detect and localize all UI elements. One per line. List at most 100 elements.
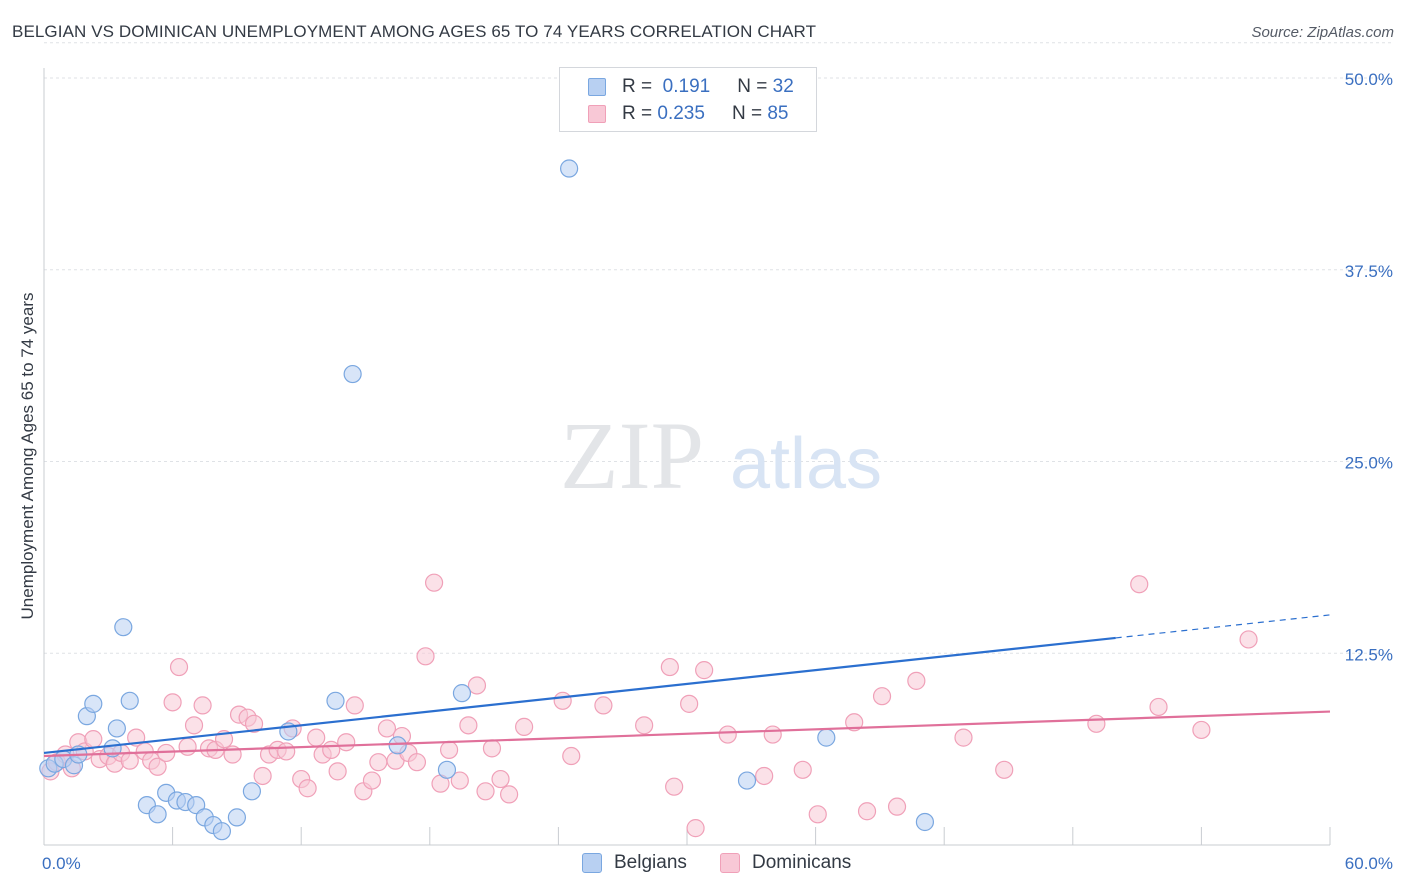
dominican-point: [244, 714, 264, 733]
dominican-point: [1239, 630, 1258, 649]
dominican-point: [337, 733, 356, 752]
legend-n-label: N =: [731, 103, 763, 124]
dominican-point: [718, 725, 737, 744]
dominican-point: [1130, 575, 1149, 594]
dominican-point: [872, 687, 892, 706]
belgian-trend-line: [43, 636, 1116, 755]
source-label: Source: ZipAtlas.com: [1251, 24, 1394, 41]
dominican-point: [491, 769, 510, 789]
dominican-point: [439, 740, 459, 759]
watermark: ZIP atlas: [560, 402, 882, 509]
legend-r-label: R =: [622, 103, 653, 124]
dominicans-swatch-icon: [588, 105, 606, 123]
x-tick-label: 0.0%: [42, 854, 81, 873]
legend-n-value: 32: [772, 76, 794, 97]
dominican-point: [328, 762, 347, 781]
legend-item-dominicans: Dominicans: [720, 852, 851, 874]
belgians-legend-icon: [582, 853, 602, 873]
dominican-point: [515, 717, 534, 736]
dominican-point: [169, 657, 189, 677]
dominican-point: [377, 719, 397, 738]
belgian-point: [326, 691, 345, 710]
belgian-point: [84, 694, 103, 713]
y-axis-label: Unemployment Among Ages 65 to 74 years: [18, 292, 37, 620]
belgian-point: [114, 618, 133, 637]
x-tick-label: 60.0%: [1345, 854, 1393, 873]
dominican-point: [808, 805, 827, 824]
belgian-point: [227, 808, 246, 827]
dominican-point: [907, 671, 926, 690]
dominican-point: [793, 760, 812, 779]
dominican-point: [1087, 714, 1106, 733]
dominican-point: [845, 713, 864, 732]
legend-r-value: 0.191: [662, 76, 711, 97]
legend-r-value: 0.235: [657, 103, 705, 124]
legend-dominicans-label: Dominicans: [752, 852, 852, 873]
dominican-point: [84, 730, 103, 749]
dominican-point: [562, 746, 581, 766]
dominicans-legend-icon: [720, 853, 740, 873]
data-points: [39, 159, 1258, 841]
belgian-point: [817, 728, 836, 747]
dominican-point: [763, 725, 782, 744]
watermark-zip: ZIP: [560, 402, 704, 509]
dominican-point: [467, 676, 487, 695]
dominican-point: [660, 657, 679, 677]
dominican-point: [680, 694, 699, 713]
dominican-point: [424, 573, 444, 592]
dominican-point: [686, 819, 705, 838]
dominican-point: [298, 779, 317, 798]
dominican-point: [253, 766, 272, 786]
belgian-point: [343, 364, 362, 384]
y-tick-label: 25.0%: [1345, 454, 1393, 473]
dominican-point: [553, 691, 572, 710]
dominican-point: [476, 782, 495, 801]
dominican-point: [322, 740, 341, 759]
belgian-point: [737, 771, 757, 790]
dominican-point: [416, 647, 435, 666]
dominican-point: [345, 696, 364, 715]
belgian-point: [107, 719, 126, 738]
belgian-point: [212, 822, 231, 841]
dominican-point: [184, 716, 204, 735]
dominican-point: [369, 753, 388, 772]
belgian-point: [242, 782, 262, 801]
dominican-trend-line: [43, 710, 1331, 758]
y-tick-label: 50.0%: [1345, 70, 1393, 89]
legend-row-belgians: R = 0.191 N = 32: [588, 75, 794, 99]
dominican-point: [1149, 697, 1168, 717]
dominican-point: [635, 716, 654, 735]
dominican-point: [594, 696, 613, 715]
dominican-point: [450, 771, 469, 790]
belgians-swatch-icon: [588, 78, 606, 96]
dominican-point: [277, 742, 296, 761]
tick-labels: 50.0% 37.5% 25.0% 12.5% 0.0% 60.0%: [42, 70, 1393, 873]
dominican-point: [995, 760, 1014, 779]
axes: [43, 68, 1331, 846]
dominican-point: [500, 785, 519, 804]
dominican-point: [857, 802, 877, 821]
dominican-point: [954, 728, 973, 747]
correlation-legend: R = 0.191 N = 32 R = 0.235 N = 85: [559, 67, 817, 132]
belgian-point: [915, 812, 935, 832]
belgian-point: [388, 736, 407, 755]
dominican-point: [362, 771, 382, 790]
grid-lines: [44, 42, 1392, 654]
dominican-point: [178, 737, 197, 756]
chart-title: BELGIAN VS DOMINICAN UNEMPLOYMENT AMONG …: [12, 22, 817, 41]
legend-row-dominicans: R = 0.235 N = 85: [588, 102, 788, 126]
y-tick-label: 12.5%: [1345, 645, 1393, 664]
dominican-point: [665, 777, 684, 796]
y-tick-label: 37.5%: [1345, 262, 1393, 281]
watermark-atlas: atlas: [730, 424, 882, 504]
belgian-trend-extension: [1115, 614, 1331, 639]
legend-r-label: R =: [622, 76, 653, 97]
dominican-point: [407, 753, 427, 772]
belgian-point: [452, 684, 472, 703]
belgian-point: [560, 159, 579, 178]
legend-item-belgians: Belgians: [582, 852, 687, 874]
dominican-point: [307, 728, 326, 747]
belgian-point: [437, 760, 457, 779]
legend-n-label: N =: [737, 76, 768, 97]
